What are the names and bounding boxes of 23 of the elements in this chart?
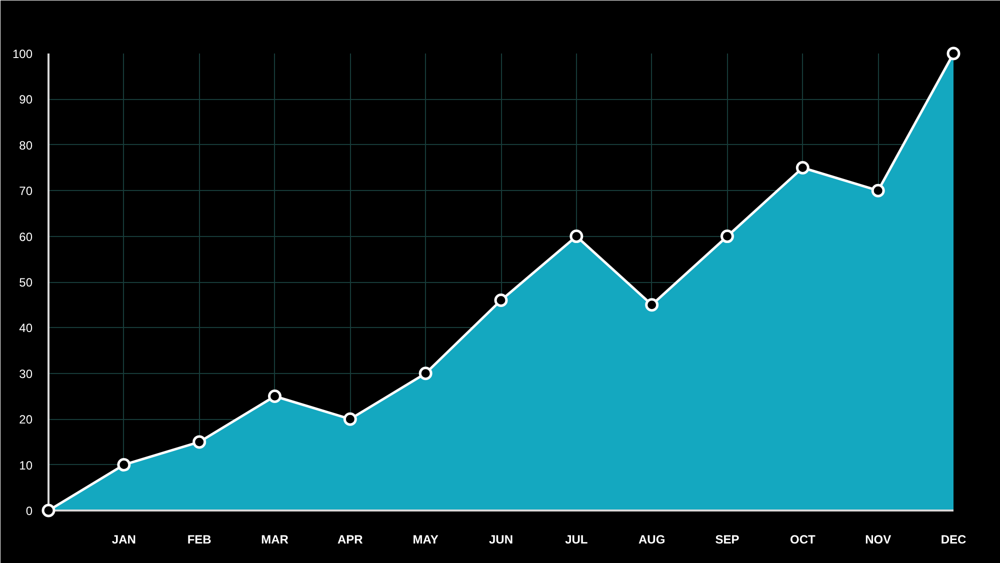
y-tick-label: 0 [26, 504, 33, 518]
x-tick-label: NOV [865, 532, 892, 546]
y-tick-label: 40 [19, 321, 33, 336]
y-tick-label: 80 [19, 138, 33, 152]
y-tick-label: 30 [19, 366, 33, 381]
x-tick-label: AUG [638, 532, 666, 546]
x-tick-label: OCT [790, 532, 816, 546]
x-tick-label: FEB [187, 532, 212, 546]
x-tick-label: MAR [261, 532, 289, 546]
y-tick-label: 70 [19, 184, 33, 198]
y-tick-label: 90 [19, 92, 33, 107]
x-tick-label: APR [338, 532, 364, 546]
y-tick-label: 60 [19, 230, 33, 244]
y-tick-label: 100 [12, 47, 33, 61]
x-tick-label: JAN [112, 532, 136, 546]
x-tick-label: JUN [488, 532, 514, 546]
x-tick-label: MAY [412, 532, 438, 546]
x-tick-label: SEP [715, 532, 740, 546]
y-tick-label: 10 [19, 458, 33, 472]
x-tick-label: DEC [940, 532, 966, 546]
y-tick-label: 50 [19, 276, 33, 290]
y-tick-label: 20 [19, 412, 33, 427]
x-tick-label: JUL [565, 532, 588, 546]
